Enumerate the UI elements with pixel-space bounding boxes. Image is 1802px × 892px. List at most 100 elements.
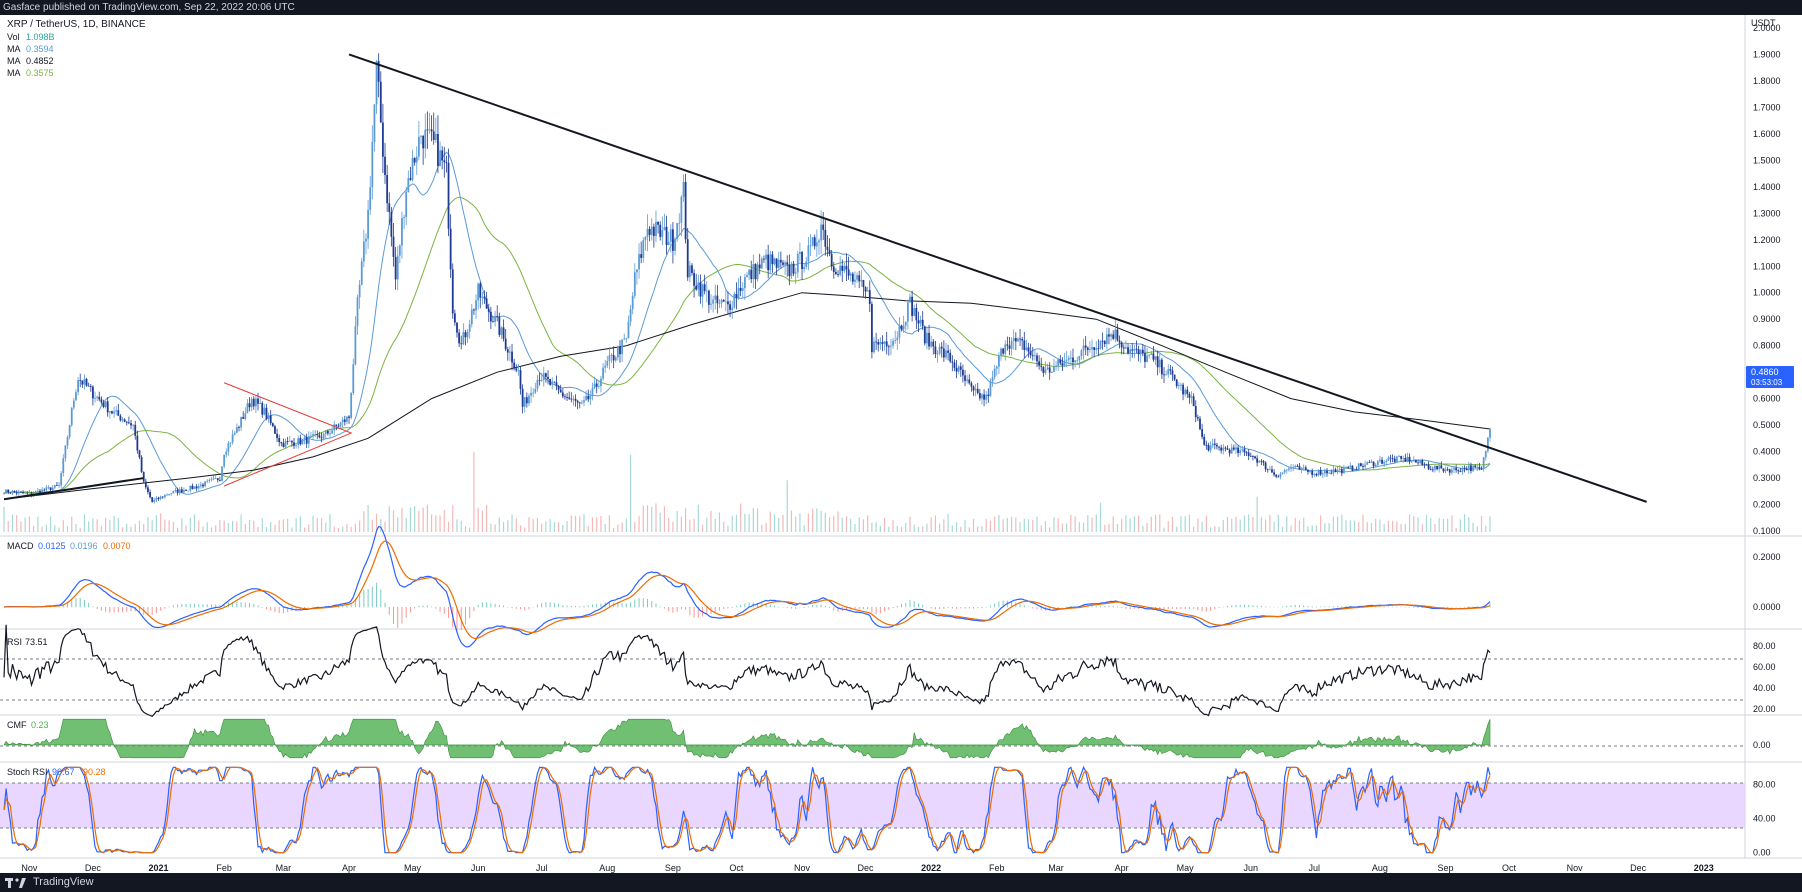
candle — [1127, 344, 1129, 355]
volume-bar — [380, 519, 382, 532]
macd-hist-bar — [122, 607, 124, 613]
macd-hist-bar — [1231, 605, 1233, 608]
macd-hist-bar — [1100, 605, 1102, 608]
candle — [1044, 361, 1047, 375]
candle — [9, 492, 12, 494]
candle — [221, 466, 223, 482]
candle — [295, 444, 298, 449]
candle — [652, 223, 655, 248]
candle — [521, 384, 524, 414]
macd-hist-bar — [270, 607, 272, 611]
candle — [955, 360, 958, 379]
candle — [451, 263, 454, 319]
volume-bar — [511, 514, 513, 532]
volume-bar — [481, 510, 483, 532]
triangle-pattern[interactable] — [223, 382, 353, 487]
candle — [290, 440, 293, 447]
volume-bar — [96, 519, 98, 532]
volume-bar — [1180, 516, 1182, 532]
candle — [1059, 354, 1062, 366]
candle — [1450, 467, 1453, 475]
volume-bar — [701, 524, 704, 532]
macd-hist-bar — [126, 607, 128, 612]
candle — [1002, 347, 1005, 356]
indicator-name: MA — [7, 56, 21, 66]
volume-bar — [1375, 518, 1377, 532]
candle — [1218, 446, 1220, 451]
volume-bar — [75, 524, 77, 532]
candle — [373, 104, 376, 152]
macd-hist-bar — [503, 605, 505, 608]
volume-bar — [740, 503, 742, 532]
candle — [1262, 460, 1265, 466]
macd-hist-bar — [113, 607, 115, 613]
candle — [1410, 460, 1413, 464]
candle — [940, 342, 943, 358]
macd-tick: 0.2000 — [1753, 552, 1781, 562]
volume-bar — [583, 514, 585, 532]
candle — [1019, 328, 1021, 347]
volume-bar — [786, 480, 788, 532]
volume-bar — [1201, 521, 1203, 532]
macd-hist-bar — [689, 607, 691, 616]
trendline[interactable] — [348, 53, 1647, 503]
time-tick: May — [1177, 863, 1195, 873]
candle — [498, 312, 501, 337]
candle — [1042, 366, 1045, 377]
macd-hist-bar — [668, 607, 670, 612]
macd-hist-bar — [67, 601, 69, 608]
candle — [672, 222, 674, 264]
candle — [1461, 466, 1464, 475]
candle — [1419, 459, 1422, 464]
volume-bar — [160, 513, 162, 532]
candle — [265, 403, 268, 421]
time-tick: May — [404, 863, 422, 873]
candle — [193, 486, 196, 490]
volume-bar — [723, 521, 725, 532]
candle — [875, 332, 878, 350]
candle — [1474, 464, 1477, 468]
volume-bar — [1222, 519, 1224, 532]
candle — [1148, 353, 1151, 359]
candle — [424, 113, 427, 159]
candle — [1175, 378, 1178, 389]
volume-bar — [735, 514, 738, 532]
tradingview-logo-icon — [5, 878, 26, 888]
candle — [549, 378, 552, 386]
candle — [136, 430, 139, 454]
volume-bar — [761, 524, 763, 532]
candle — [445, 155, 448, 173]
xrp-chart[interactable]: 0.2000 0.0000 80.00 60.00 40.00 20.00 0.00 8… — [0, 15, 1802, 873]
candle — [724, 290, 727, 312]
candle — [1273, 469, 1275, 477]
candle — [1101, 332, 1104, 350]
macd-hist-bar — [888, 607, 890, 610]
symbol-title[interactable]: XRP / TetherUS, 1D, BINANCE — [7, 19, 146, 30]
macd-hist-bar — [1019, 603, 1021, 608]
candle — [585, 390, 588, 401]
macd-hist-bar — [1146, 607, 1148, 609]
candle — [1014, 332, 1017, 351]
volume-bar — [558, 522, 560, 532]
candle — [155, 495, 158, 503]
candle — [801, 250, 803, 280]
candle — [343, 415, 346, 426]
trendline[interactable] — [3, 477, 144, 501]
candle — [464, 329, 467, 346]
volume-bar — [367, 504, 369, 532]
candle — [1023, 331, 1026, 359]
candle — [140, 455, 143, 474]
candle — [1275, 474, 1278, 479]
candle — [877, 339, 880, 352]
macd-hist-bar — [659, 606, 661, 608]
macd-hist-bar — [558, 603, 560, 608]
candle — [305, 433, 308, 448]
candle — [864, 286, 867, 299]
candle — [748, 268, 751, 281]
macd-hist-bar — [464, 607, 466, 625]
candle — [600, 375, 602, 393]
macd-hist-bar — [1184, 607, 1186, 610]
volume-bar — [596, 517, 598, 532]
macd-hist-bar — [1036, 607, 1038, 610]
volume-bar — [278, 520, 280, 532]
